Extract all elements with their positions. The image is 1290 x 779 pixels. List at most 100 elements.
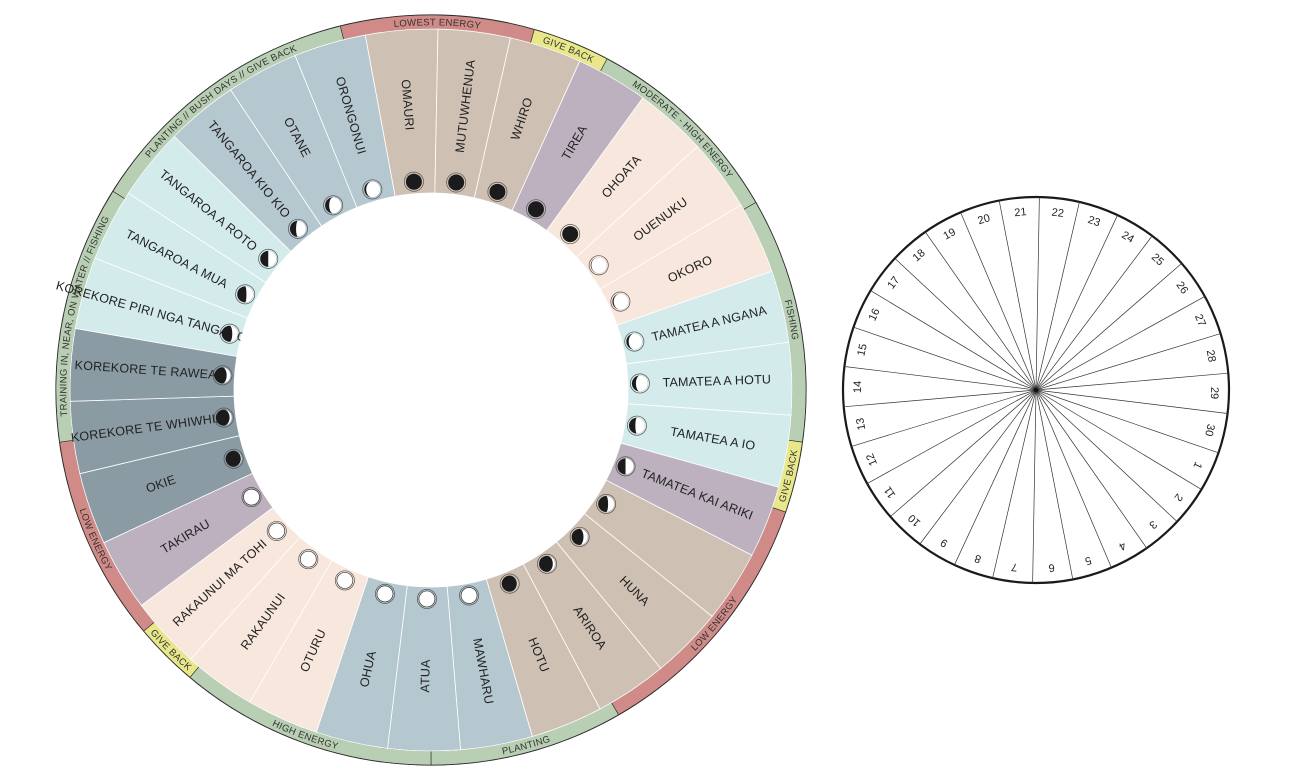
- moon-phase-icon: [235, 284, 256, 305]
- day-number-label: 12: [864, 452, 880, 468]
- day-number-label: 5: [1083, 554, 1092, 567]
- day-divider-line: [853, 326, 1037, 391]
- day-divider-line: [1035, 389, 1074, 580]
- day-divider-line: [843, 389, 1037, 408]
- day-number-label: 21: [1014, 206, 1027, 219]
- moon-phase-icon: [537, 553, 557, 574]
- day-divider-line: [992, 389, 1037, 579]
- moon-phase-icon: [288, 218, 308, 239]
- moon-phase-icon: [266, 521, 287, 541]
- day-divider-line: [1032, 389, 1037, 583]
- day-number-label: 11: [882, 484, 898, 500]
- night-label: TAMATEA A HOTU: [662, 372, 771, 389]
- day-divider-line: [1035, 214, 1118, 391]
- day-divider-line: [867, 389, 1037, 484]
- day-number-label: 20: [976, 212, 991, 227]
- night-segment-okoro: OKORO: [599, 204, 773, 326]
- day-divider-line: [890, 389, 1037, 517]
- moon-phase-icon: [615, 456, 636, 477]
- night-label: ATUA: [418, 659, 433, 693]
- day-divider-line: [954, 389, 1037, 566]
- inner-hub: [234, 193, 628, 587]
- day-number-label: 22: [1051, 207, 1065, 220]
- day-divider-line: [1035, 389, 1219, 454]
- day-number-label: 7: [1011, 560, 1019, 573]
- day-divider-line: [1035, 389, 1202, 490]
- day-number-label: 9: [939, 536, 950, 549]
- moon-phase-icon: [569, 526, 590, 547]
- day-number-label: 23: [1086, 214, 1101, 229]
- night-segment-tamatea-a-ngana: TAMATEA A NGANA: [616, 270, 790, 365]
- night-segment-takirau: TAKIRAU: [103, 472, 274, 606]
- night-segment-ouenuku: OUENUKU: [575, 145, 742, 290]
- day-number-label: 14: [852, 381, 864, 393]
- day-number-label: 30: [1202, 423, 1216, 438]
- night-segment-atua: ATUA: [387, 585, 461, 752]
- day-divider-line: [919, 389, 1037, 545]
- day-divider-line: [870, 290, 1037, 391]
- night-segment-whiro: WHIRO: [473, 37, 581, 212]
- night-segment-mutuwhenua: MUTUWHENUA: [434, 28, 512, 199]
- moon-phase-icon: [362, 179, 383, 200]
- night-segment-korekore-te-rawea: KOREKORE TE RAWEA: [69, 327, 238, 402]
- day-divider-line: [1035, 372, 1229, 391]
- day-divider-line: [1035, 333, 1221, 391]
- moon-phase-icon: [219, 323, 240, 344]
- day-number-label: 15: [855, 343, 869, 358]
- dial-center-dot: [1033, 387, 1039, 393]
- night-segment-korekore-te-whiwhia: KOREKORE TE WHIWHIA: [69, 395, 240, 475]
- night-segment-tirea: TIREA: [511, 60, 644, 232]
- night-segment-omauri: OMAURI: [364, 28, 439, 197]
- night-segment-tamatea-a-hotu: TAMATEA A HOTU: [625, 341, 793, 416]
- day-number-label: 13: [854, 417, 868, 431]
- moon-phase-icon: [212, 365, 233, 386]
- day-divider-line: [1035, 389, 1178, 522]
- night-label: OMAURI: [399, 79, 417, 131]
- moon-phase-icon: [560, 224, 581, 245]
- day-divider-line: [925, 231, 1037, 391]
- day-divider-line: [1035, 263, 1182, 391]
- moon-phase-icon: [499, 573, 520, 594]
- day-divider-line: [960, 212, 1037, 391]
- moon-phase-icon: [588, 255, 609, 276]
- day-number-label: 4: [1117, 539, 1128, 552]
- moon-phase-icon: [213, 407, 234, 428]
- moon-phase-icon: [526, 199, 546, 220]
- day-divider-line: [1035, 235, 1153, 391]
- night-segment-oturu: OTURU: [249, 559, 369, 733]
- day-divider-line: [1035, 389, 1112, 568]
- day-number-label: 8: [973, 552, 983, 565]
- day-number-label: 6: [1048, 561, 1055, 573]
- day-number-label: 17: [885, 274, 902, 291]
- moon-phase-icon: [596, 494, 617, 514]
- day-divider-line: [1035, 389, 1147, 549]
- day-divider-line: [998, 200, 1037, 391]
- moon-phase-icon: [629, 373, 650, 394]
- moon-phase-icon: [403, 171, 424, 192]
- day-number-label: 26: [1173, 279, 1190, 296]
- day-divider-line: [844, 366, 1037, 391]
- day-number-label: 1: [1191, 460, 1204, 471]
- moon-phase-icon: [626, 415, 647, 436]
- day-divider-line: [894, 258, 1037, 391]
- day-number-label: 28: [1204, 349, 1218, 363]
- moon-phase-icon: [375, 583, 395, 604]
- moon-phase-icon: [459, 585, 480, 606]
- moon-phase-icon: [258, 248, 279, 269]
- moon-phase-icon: [323, 195, 344, 216]
- moon-phase-icon: [223, 448, 244, 469]
- moon-phase-icon: [241, 487, 262, 508]
- night-segment-korekore-piri-nga-tangaroa: KOREKORE PIRI NGA TANGAROA: [54, 257, 257, 357]
- day-number-label: 16: [867, 307, 883, 323]
- moon-phase-icon: [487, 181, 508, 202]
- night-segment-huna: HUNA: [555, 513, 713, 669]
- day-divider-line: [1035, 296, 1205, 391]
- night-segment-tamatea-a-io: TAMATEA A IO: [620, 403, 792, 488]
- night-segment-rakaunui: RAKAUNUI: [190, 536, 333, 703]
- moon-phase-icon: [446, 172, 467, 193]
- day-divider-line: [1035, 201, 1080, 391]
